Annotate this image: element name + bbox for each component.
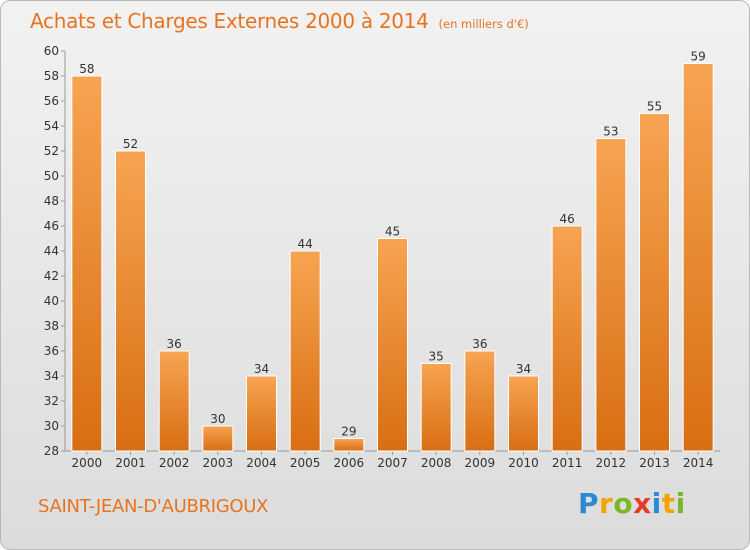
- y-tick-label: 44: [44, 244, 59, 258]
- brand-letter: i: [651, 487, 662, 520]
- brand-logo: Proxiti: [578, 487, 686, 520]
- x-tick-label: 2005: [290, 456, 321, 470]
- x-tick-label: 2010: [508, 456, 539, 470]
- x-tick-label: 2002: [159, 456, 190, 470]
- bar: [333, 438, 365, 452]
- y-tick-label: 50: [44, 169, 59, 183]
- x-tick-label: 2000: [72, 456, 103, 470]
- bar: [158, 350, 190, 452]
- y-tick-label: 32: [44, 394, 59, 408]
- bar-value-label: 29: [341, 425, 356, 439]
- bar: [246, 375, 277, 452]
- bar: [464, 350, 496, 452]
- bar: [289, 250, 321, 452]
- chart-header: Achats et Charges Externes 2000 à 2014 (e…: [30, 9, 529, 33]
- y-tick-label: 34: [44, 369, 59, 383]
- bar-layer: [71, 63, 714, 452]
- bar-value-label: 53: [603, 125, 618, 139]
- bar-value-label: 52: [123, 137, 138, 151]
- bar-value-label: 45: [385, 225, 400, 239]
- bar-value-label: 35: [429, 350, 444, 364]
- y-tick-label: 56: [44, 94, 59, 108]
- label-layer: 58 2000 52 2001 36 2002 30 2003 34 2004 44 2005 29 20…: [72, 50, 714, 471]
- y-tick-label: 36: [44, 344, 59, 358]
- bar: [115, 150, 146, 452]
- y-tick-label: 42: [44, 269, 59, 283]
- x-tick-label: 2009: [465, 456, 496, 470]
- bar-value-label: 34: [254, 362, 269, 376]
- y-tick-label: 60: [44, 44, 59, 58]
- bar: [71, 75, 103, 452]
- y-tick-label: 48: [44, 194, 59, 208]
- y-tick-label: 54: [44, 119, 59, 133]
- bar-value-label: 34: [516, 362, 531, 376]
- bar: [202, 425, 234, 452]
- axis-layer: 28 30 32 34 36 38 40 42 44 46 48 50 52 54 56 58 60: [44, 44, 720, 458]
- x-tick-label: 2003: [203, 456, 234, 470]
- y-tick-label: 30: [44, 419, 59, 433]
- x-tick-label: 2008: [421, 456, 452, 470]
- x-tick-label: 2014: [683, 456, 714, 470]
- x-tick-label: 2012: [596, 456, 627, 470]
- bar-value-label: 30: [210, 412, 225, 426]
- chart-title: Achats et Charges Externes 2000 à 2014: [30, 9, 429, 33]
- brand-letter: r: [599, 487, 614, 520]
- y-tick-label: 58: [44, 69, 59, 83]
- bar: [377, 238, 408, 452]
- brand-letter: P: [578, 487, 600, 520]
- bar: [420, 363, 452, 452]
- x-tick-label: 2007: [377, 456, 408, 470]
- bar-value-label: 36: [472, 337, 487, 351]
- bar-value-label: 55: [647, 100, 662, 114]
- bar-value-label: 46: [560, 212, 575, 226]
- bar-value-label: 59: [691, 50, 706, 64]
- brand-letter: i: [675, 487, 686, 520]
- bar-value-label: 58: [79, 62, 94, 76]
- bar: [551, 225, 583, 452]
- bar: [639, 113, 670, 452]
- y-tick-label: 46: [44, 219, 59, 233]
- x-tick-label: 2004: [246, 456, 277, 470]
- bar-value-label: 44: [298, 237, 313, 251]
- x-tick-label: 2013: [639, 456, 670, 470]
- bar: [595, 138, 627, 452]
- y-tick-label: 38: [44, 319, 59, 333]
- chart-unit-note: (en milliers d'€): [438, 17, 529, 31]
- town-name: SAINT-JEAN-D'AUBRIGOUX: [38, 496, 269, 517]
- x-tick-label: 2011: [552, 456, 583, 470]
- y-tick-label: 40: [44, 294, 59, 308]
- bar-value-label: 36: [167, 337, 182, 351]
- y-tick-label: 52: [44, 144, 59, 158]
- bar: [508, 375, 539, 452]
- brand-letter: t: [661, 487, 676, 520]
- y-tick-label: 28: [44, 444, 59, 458]
- x-tick-label: 2001: [115, 456, 146, 470]
- x-tick-label: 2006: [334, 456, 365, 470]
- brand-letter: x: [633, 487, 652, 520]
- brand-letter: o: [613, 487, 634, 520]
- bar: [682, 63, 714, 452]
